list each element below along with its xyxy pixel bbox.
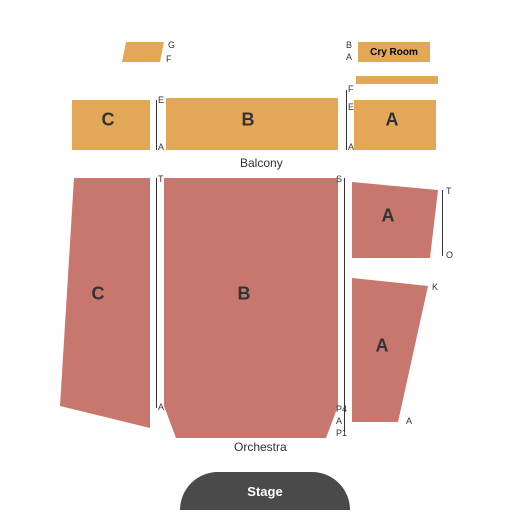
- row-label: G: [168, 40, 175, 50]
- row-label: E: [348, 102, 354, 112]
- row-label: A: [336, 416, 342, 426]
- orchestra-section-c[interactable]: [60, 178, 150, 428]
- orchestra-section-a-upper[interactable]: [352, 182, 438, 258]
- row-label: E: [158, 95, 164, 105]
- balcony-label-c: C: [102, 110, 115, 131]
- orchestra-label-a-upper: A: [382, 206, 395, 227]
- level-label-balcony: Balcony: [240, 156, 283, 170]
- cry-room[interactable]: Cry Room: [358, 42, 430, 62]
- top-box-g[interactable]: [122, 42, 164, 62]
- cry-room-label: Cry Room: [370, 47, 418, 58]
- balcony-label-a: A: [386, 110, 399, 131]
- row-label: A: [158, 402, 164, 412]
- row-label: B: [346, 40, 352, 50]
- row-label: K: [432, 282, 438, 292]
- row-line-balcony-left: [156, 100, 157, 150]
- row-label: P4: [336, 404, 347, 414]
- orchestra-label-a-lower: A: [376, 336, 389, 357]
- row-line-orch-a-upper: [442, 190, 443, 256]
- row-label: F: [166, 54, 172, 64]
- row-line-orch-left: [156, 178, 157, 408]
- orchestra-label-b: B: [238, 284, 251, 305]
- thin-strip: [356, 76, 438, 84]
- level-label-orchestra: Orchestra: [234, 440, 287, 454]
- row-label: A: [406, 416, 412, 426]
- row-label: F: [348, 84, 354, 94]
- row-label: T: [446, 186, 452, 196]
- row-label: A: [346, 52, 352, 62]
- row-line-balcony-right: [346, 90, 347, 150]
- stage: Stage: [180, 472, 350, 510]
- orchestra-section-a-lower[interactable]: [352, 278, 428, 422]
- orchestra-section-b[interactable]: [164, 178, 338, 438]
- row-label: A: [158, 142, 164, 152]
- row-label: T: [158, 174, 164, 184]
- row-label: S: [336, 174, 342, 184]
- row-label: P1: [336, 428, 347, 438]
- balcony-label-b: B: [242, 110, 255, 131]
- row-line-orch-mid: [344, 178, 345, 432]
- row-label: O: [446, 250, 453, 260]
- row-label: A: [348, 142, 354, 152]
- orchestra-label-c: C: [92, 284, 105, 305]
- stage-label: Stage: [247, 484, 282, 499]
